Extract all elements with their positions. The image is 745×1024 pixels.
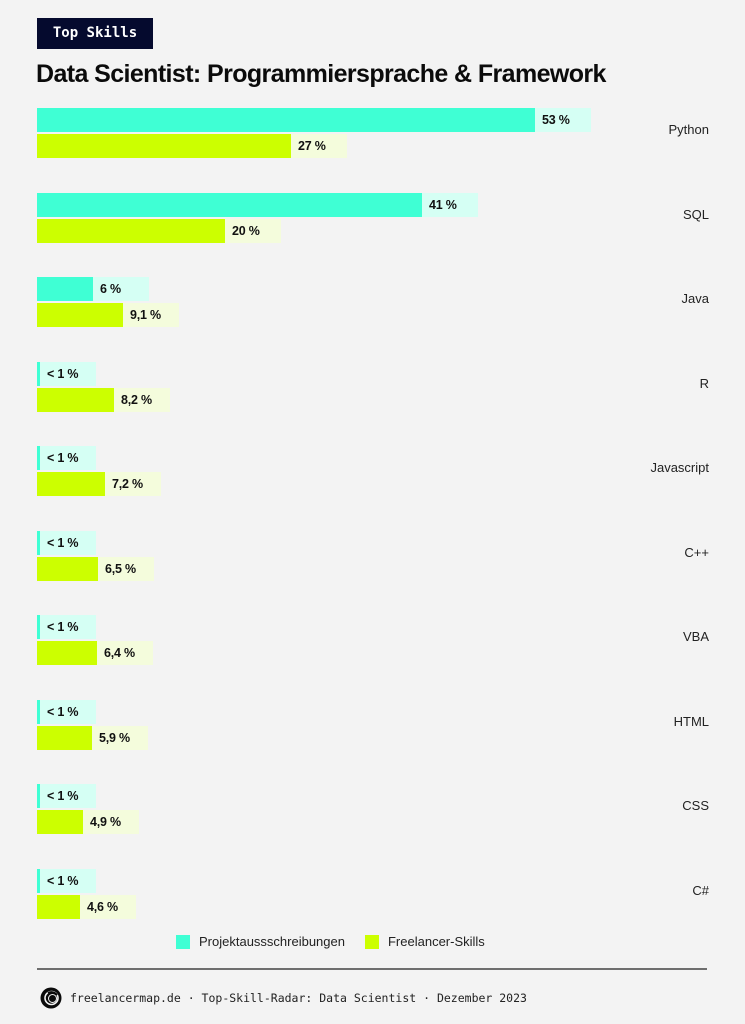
bar-freelancer-skills: 20 %: [37, 218, 281, 243]
footer: freelancermap.de · Top-Skill-Radar: Data…: [40, 987, 527, 1009]
legend-swatch-teal: [176, 934, 190, 949]
bar-freelancer-skills: 6,5 %: [37, 556, 154, 581]
bar-fill: [37, 387, 114, 412]
bar-value-label: 4,9 %: [83, 810, 139, 834]
bar-projektausschreibungen: 6 %: [37, 277, 149, 301]
chart-row-r: < 1 % 8,2 % R: [37, 361, 709, 414]
bar-freelancer-skills: 5,9 %: [37, 725, 148, 750]
bar-projektausschreibungen: < 1 %: [37, 446, 96, 470]
bar-fill: [37, 615, 40, 639]
bar-fill: [37, 641, 97, 665]
category-label: Javascript: [650, 460, 709, 475]
category-label: Java: [681, 291, 709, 306]
chart-row-html: < 1 % 5,9 % HTML: [37, 699, 709, 752]
legend-label: Projektaussschreibungen: [199, 934, 345, 949]
bar-freelancer-skills: 8,2 %: [37, 387, 170, 412]
bar-freelancer-skills: 6,4 %: [37, 641, 153, 665]
category-label: C++: [684, 544, 709, 560]
bar-value-label: 7,2 %: [105, 472, 161, 496]
bar-value-label: 6,5 %: [98, 556, 154, 581]
footer-divider: [37, 968, 707, 970]
bar-value-label: 8,2 %: [114, 387, 170, 412]
category-label: VBA: [682, 629, 709, 644]
bar-value-label: 6 %: [93, 277, 149, 301]
bar-fill: [37, 192, 422, 217]
category-label: CSS: [682, 798, 709, 813]
bar-fill: [37, 810, 83, 834]
category-label: Python: [668, 122, 709, 137]
chart-row-css: < 1 % 4,9 % CSS: [37, 784, 709, 836]
bar-fill: [37, 784, 40, 808]
bar-fill: [37, 303, 123, 327]
bar-value-label: < 1 %: [40, 868, 96, 893]
chart-row-c-: < 1 % 6,5 % C++: [37, 530, 709, 583]
bar-value-label: 5,9 %: [92, 725, 148, 750]
bar-freelancer-skills: 7,2 %: [37, 472, 161, 496]
bar-projektausschreibungen: < 1 %: [37, 784, 96, 808]
legend-item-freelancer-skills: Freelancer-Skills: [364, 934, 485, 949]
bar-freelancer-skills: 4,9 %: [37, 810, 139, 834]
category-label: SQL: [682, 206, 709, 222]
top-skills-badge: Top Skills: [37, 18, 153, 49]
bar-fill: [37, 277, 93, 301]
bar-projektausschreibungen: < 1 %: [37, 361, 96, 386]
bar-fill: [37, 868, 40, 893]
bar-value-label: < 1 %: [40, 530, 96, 555]
bar-value-label: < 1 %: [40, 361, 96, 386]
bar-projektausschreibungen: 53 %: [37, 108, 591, 132]
bar-projektausschreibungen: 41 %: [37, 192, 478, 217]
bar-freelancer-skills: 4,6 %: [37, 894, 136, 919]
category-label: R: [699, 375, 709, 391]
bar-value-label: 4,6 %: [80, 894, 136, 919]
bar-fill: [37, 361, 40, 386]
bar-fill: [37, 446, 40, 470]
bar-fill: [37, 134, 291, 158]
freelancermap-logo-icon: [40, 987, 62, 1009]
bar-projektausschreibungen: < 1 %: [37, 699, 96, 724]
bar-fill: [37, 472, 105, 496]
chart-row-javascript: < 1 % 7,2 % Javascript: [37, 446, 709, 498]
footer-text: freelancermap.de · Top-Skill-Radar: Data…: [70, 991, 527, 1005]
bar-fill: [37, 725, 92, 750]
bar-value-label: 9,1 %: [123, 303, 179, 327]
bar-value-label: 20 %: [225, 218, 281, 243]
bar-freelancer-skills: 27 %: [37, 134, 347, 158]
bar-fill: [37, 556, 98, 581]
legend-item-projektausschreibungen: Projektaussschreibungen: [176, 934, 345, 949]
category-label: HTML: [673, 713, 709, 729]
bar-freelancer-skills: 9,1 %: [37, 303, 179, 327]
bar-projektausschreibungen: < 1 %: [37, 615, 96, 639]
bar-value-label: 53 %: [535, 108, 591, 132]
legend-label: Freelancer-Skills: [387, 934, 485, 949]
bar-value-label: 41 %: [422, 192, 478, 217]
bar-value-label: 27 %: [291, 134, 347, 158]
legend-swatch-lime: [364, 934, 379, 949]
bar-value-label: < 1 %: [40, 784, 96, 808]
chart-row-python: 53 % 27 % Python: [37, 108, 709, 160]
chart-row-c-: < 1 % 4,6 % C#: [37, 868, 709, 921]
legend: Projektaussschreibungen Freelancer-Skill…: [176, 934, 505, 949]
bar-fill: [37, 108, 535, 132]
bar-fill: [37, 530, 40, 555]
bar-fill: [37, 218, 225, 243]
chart-title: Data Scientist: Programmiersprache & Fra…: [36, 60, 606, 88]
bar-projektausschreibungen: < 1 %: [37, 530, 96, 555]
bar-value-label: 6,4 %: [97, 641, 153, 665]
chart-row-sql: 41 % 20 % SQL: [37, 192, 709, 245]
chart-row-vba: < 1 % 6,4 % VBA: [37, 615, 709, 667]
bar-value-label: < 1 %: [40, 446, 96, 470]
chart-row-java: 6 % 9,1 % Java: [37, 277, 709, 329]
category-label: C#: [692, 882, 709, 898]
bar-value-label: < 1 %: [40, 615, 96, 639]
bar-fill: [37, 894, 80, 919]
bar-value-label: < 1 %: [40, 699, 96, 724]
bar-fill: [37, 699, 40, 724]
bar-projektausschreibungen: < 1 %: [37, 868, 96, 893]
